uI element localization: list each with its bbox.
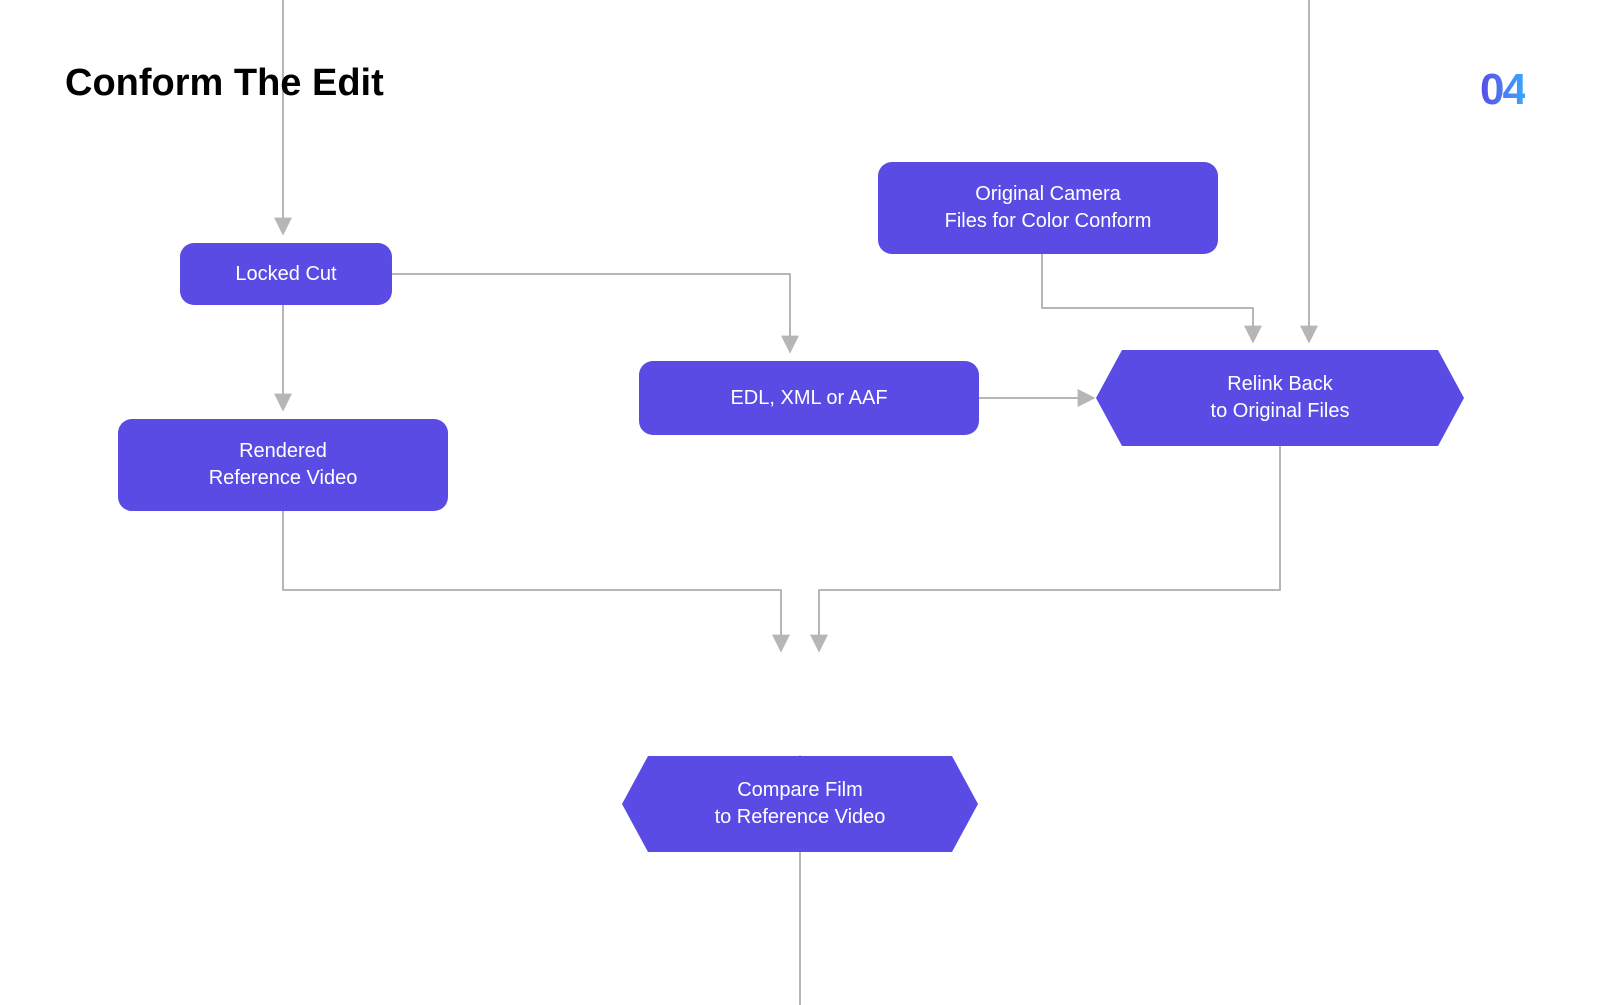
node-label: Original CameraFiles for Color Conform [945, 181, 1152, 235]
node-label: Locked Cut [235, 261, 336, 288]
node-locked_cut: Locked Cut [180, 243, 392, 305]
node-compare: Compare Filmto Reference Video [622, 756, 978, 852]
node-edl_xml_aaf: EDL, XML or AAF [639, 361, 979, 435]
node-label: Relink Backto Original Files [1211, 371, 1350, 425]
step-number: 04 [1480, 65, 1525, 115]
node-label: EDL, XML or AAF [730, 385, 887, 412]
node-relink: Relink Backto Original Files [1096, 350, 1464, 446]
node-rendered_ref: RenderedReference Video [118, 419, 448, 511]
edge-4 [1042, 254, 1253, 340]
node-label: Compare Filmto Reference Video [715, 777, 886, 831]
edge-6 [283, 511, 781, 649]
node-label: RenderedReference Video [209, 438, 358, 492]
edge-7 [819, 446, 1280, 649]
section-title: Conform The Edit [65, 62, 384, 105]
edge-2 [392, 274, 790, 350]
node-orig_camera: Original CameraFiles for Color Conform [878, 162, 1218, 254]
